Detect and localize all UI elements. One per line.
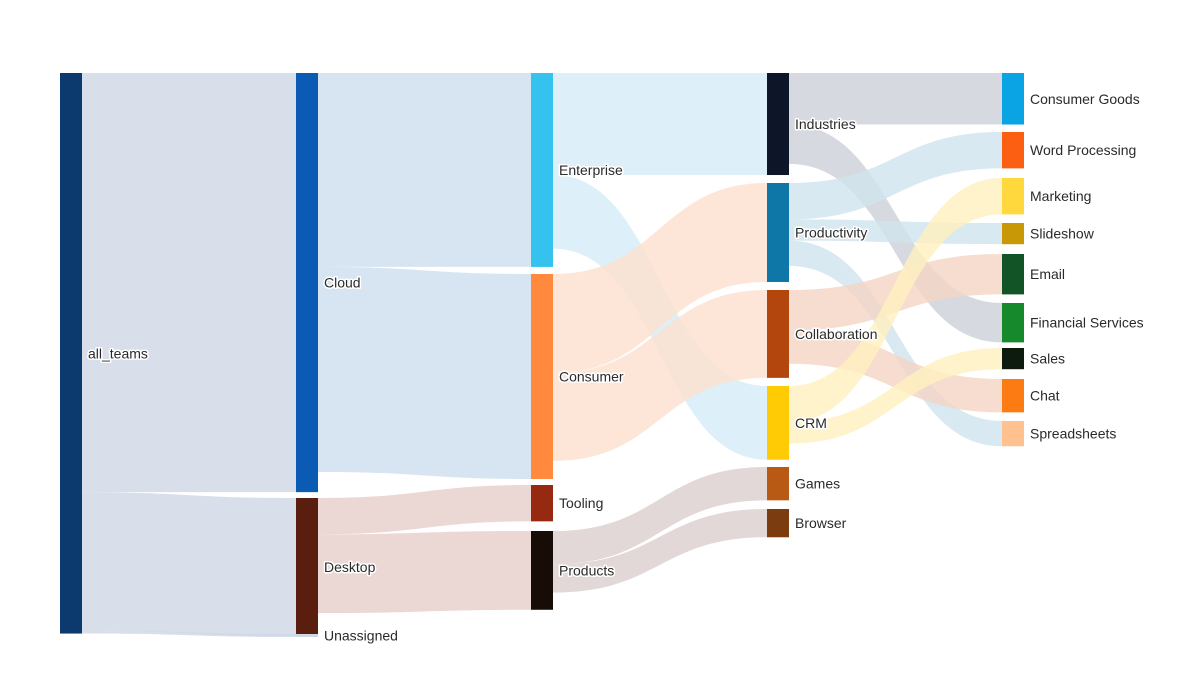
node-label-collaboration: Collaboration (795, 326, 878, 342)
node-chat (1002, 379, 1024, 413)
node-label-enterprise: Enterprise (559, 162, 623, 178)
node-label-crm: CRM (795, 415, 827, 431)
node-consumer (531, 274, 553, 480)
link-products-to-browser (553, 509, 767, 593)
node-label-productivity: Productivity (795, 224, 867, 240)
node-label-industries: Industries (795, 116, 856, 132)
link-cloud-to-consumer (318, 266, 531, 480)
node-productivity (767, 183, 789, 282)
link-collaboration-to-chat (789, 330, 1002, 413)
node-sales (1002, 348, 1024, 370)
link-consumer-to-collaboration (553, 290, 767, 461)
node-label-desktop: Desktop (324, 559, 376, 575)
node-industries (767, 73, 789, 176)
link-productivity-to-spreadsheets (789, 240, 1002, 447)
link-cloud-to-enterprise (318, 73, 531, 267)
link-consumer-to-productivity (553, 183, 767, 373)
node-label-chat: Chat (1030, 388, 1060, 404)
node-desktop (296, 498, 318, 637)
node-products (531, 531, 553, 610)
node-enterprise (531, 73, 553, 267)
link-crm-to-sales (789, 348, 1002, 444)
node-browser (767, 509, 789, 538)
node-all_teams (60, 73, 82, 634)
link-crm-to-marketing (789, 178, 1002, 423)
links-layer (82, 73, 1002, 638)
node-label-sales: Sales (1030, 351, 1065, 367)
node-label-all_teams: all_teams (88, 345, 148, 361)
link-all_teams-to-cloud (82, 73, 296, 493)
labels-layer: all_teams Cloud Desktop Unassigned Enterpris… (87, 89, 1146, 645)
node-email (1002, 254, 1024, 295)
node-label-cloud: Cloud (324, 275, 361, 291)
node-label-email: Email (1030, 266, 1065, 282)
node-consumer_goods (1002, 73, 1024, 125)
node-word_processing (1002, 132, 1024, 169)
link-desktop-to-products (318, 531, 531, 614)
node-label-games: Games (795, 476, 840, 492)
node-slideshow (1002, 223, 1024, 245)
node-crm (767, 386, 789, 460)
node-financial_services (1002, 303, 1024, 343)
link-desktop-to-tooling (318, 485, 531, 535)
link-enterprise-to-industries (553, 73, 767, 176)
node-label-marketing: Marketing (1030, 188, 1091, 204)
node-spreadsheets (1002, 421, 1024, 447)
node-label-spreadsheets: Spreadsheets (1030, 426, 1116, 442)
link-productivity-to-word_processing (789, 132, 1002, 220)
node-marketing (1002, 178, 1024, 215)
node-unassigned (296, 634, 318, 638)
link-industries-to-consumer_goods (789, 73, 1002, 125)
node-label-products: Products (559, 562, 614, 578)
node-cloud (296, 73, 318, 493)
node-collaboration (767, 290, 789, 378)
node-tooling (531, 485, 553, 522)
node-label-browser: Browser (795, 515, 847, 531)
node-label-tooling: Tooling (559, 495, 603, 511)
node-label-consumer_goods: Consumer Goods (1030, 91, 1140, 107)
node-label-slideshow: Slideshow (1030, 226, 1095, 242)
node-label-financial_services: Financial Services (1030, 315, 1144, 331)
node-label-unassigned: Unassigned (324, 628, 398, 644)
nodes-layer (60, 73, 1024, 638)
link-products-to-games (553, 467, 767, 565)
node-label-consumer: Consumer (559, 369, 624, 385)
node-label-word_processing: Word Processing (1030, 142, 1136, 158)
link-all_teams-to-desktop (82, 492, 296, 637)
node-games (767, 467, 789, 501)
link-all_teams-to-unassigned (82, 630, 296, 638)
